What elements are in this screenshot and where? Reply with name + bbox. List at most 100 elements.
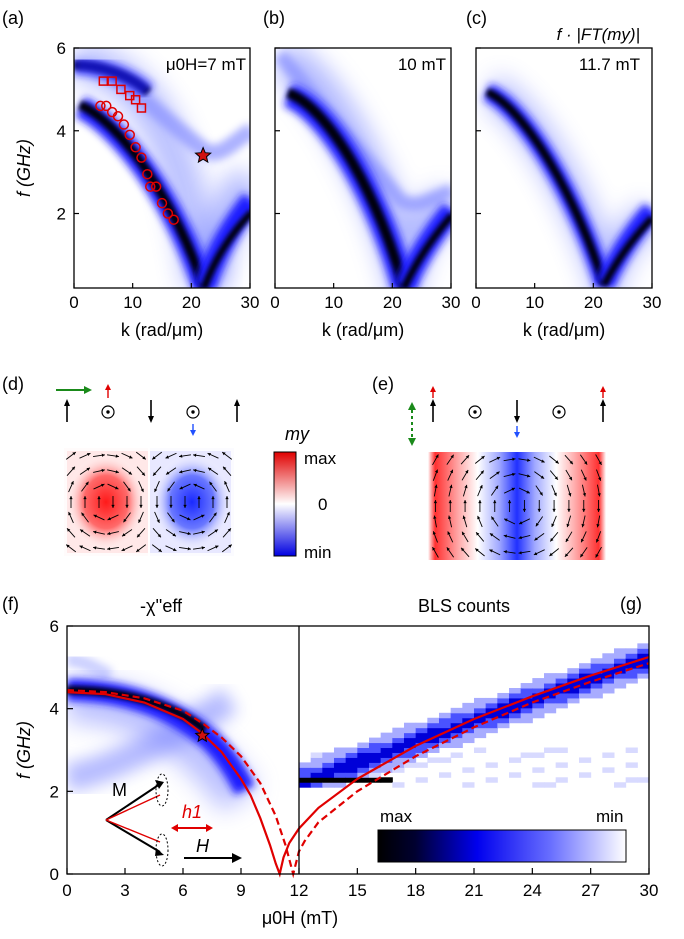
vector-arrow-head: [526, 490, 530, 494]
bls-pixel: [555, 692, 568, 699]
bls-pixel: [322, 767, 335, 773]
x-tick-label: 10: [525, 293, 544, 312]
bls-pixel: [427, 722, 440, 729]
x-tick-label: 0: [69, 293, 78, 312]
bls-pixel: [462, 782, 475, 788]
y-tick-label: 2: [57, 205, 66, 224]
bls-pixel: [544, 678, 557, 684]
bls-pixel: [357, 757, 370, 763]
bls-pixel: [380, 747, 393, 753]
bls-pixel: [532, 683, 545, 689]
vector-arrow-head: [79, 545, 84, 549]
vector-arrow-head: [158, 548, 162, 552]
vector-arrow-head: [123, 518, 127, 523]
vector-arrow-head: [479, 485, 483, 489]
vector-arrow-head: [449, 484, 453, 489]
bls-pixel: [299, 767, 312, 773]
bls-pixel: [462, 722, 475, 729]
vector-arrow-head: [137, 533, 141, 538]
bls-pixel: [392, 757, 405, 763]
bls-pixel: [357, 762, 370, 768]
vector-arrow-head: [512, 457, 516, 461]
panel-b-x-axis-label: k (rad/μm): [322, 320, 404, 340]
bls-pixel: [579, 688, 592, 694]
vector-arrow-head: [462, 515, 466, 520]
bls-pixel: [415, 727, 428, 734]
y-tick-label: 4: [50, 700, 59, 719]
vector-arrow-head: [447, 531, 451, 535]
vector-arrow-head: [581, 523, 585, 528]
bls-pixel: [322, 772, 335, 778]
panel-a-field-label: μ0H=7 mT: [166, 55, 246, 74]
bls-pixel: [532, 678, 545, 684]
bls-pixel: [369, 757, 382, 763]
bls-pixel: [579, 678, 592, 684]
bls-pixel: [520, 692, 533, 699]
vector-arrow-head: [533, 552, 538, 556]
vector-arrow-head: [569, 460, 573, 465]
vector-arrow-head: [228, 544, 232, 548]
bls-pixel: [532, 752, 545, 758]
vector-arrow-head: [125, 504, 129, 508]
data-circle-marker: [145, 181, 156, 192]
bls-pixel: [485, 727, 498, 734]
vector-arrow-head: [496, 456, 501, 460]
bls-pixel: [427, 742, 440, 749]
bls-pixel: [474, 717, 487, 724]
bls-pixel: [404, 757, 417, 763]
my-colorbar: my max 0 min: [273, 424, 337, 562]
vector-arrow-head: [597, 493, 601, 497]
bls-pixel: [415, 747, 428, 753]
vector-arrow-head: [565, 538, 569, 543]
bls-pixel: [369, 742, 382, 749]
vector-arrow-head: [122, 533, 126, 537]
bls-pixel: [415, 722, 428, 729]
vector-arrow-head: [67, 528, 71, 532]
bls-pixel: [637, 653, 649, 659]
bls-pixel: [462, 707, 475, 714]
vector-arrow-head: [214, 545, 219, 549]
vector-arrow-head: [107, 547, 111, 551]
bls-pixel: [590, 673, 603, 679]
vector-arrow-head: [526, 474, 531, 478]
bls-pixel: [450, 717, 463, 724]
data-circle-marker: [162, 208, 174, 219]
vector-arrow-head: [465, 469, 469, 474]
vector-arrow-head: [223, 466, 227, 471]
bls-pixel: [602, 658, 615, 664]
bls-pixel: [520, 683, 533, 689]
vector-arrow-head: [433, 500, 438, 504]
vector-arrow-head: [224, 481, 228, 485]
panel-f-label: (f): [2, 594, 19, 614]
theory-curves: [66, 655, 650, 879]
vector-arrow-head: [68, 511, 72, 516]
vector-arrow-head: [554, 476, 558, 480]
vector-arrow-head: [541, 459, 545, 463]
bls-pixel: [509, 772, 522, 778]
bls-pixel: [334, 777, 347, 783]
x-tick-label: 12: [290, 881, 309, 900]
bls-pixel: [334, 747, 347, 753]
panel-a-markers: [95, 76, 212, 225]
vector-arrow-head: [71, 466, 75, 471]
panel-a-heatmap: [74, 48, 250, 288]
vector-arrow-head: [172, 547, 177, 552]
bls-pixel: [345, 777, 358, 783]
bls-pixel: [310, 777, 323, 783]
vector-arrow-head: [100, 483, 105, 487]
bls-pixel: [310, 772, 323, 778]
bls-pixel: [555, 678, 568, 684]
vector-arrow-head: [101, 453, 105, 457]
vector-arrow-head: [489, 533, 494, 537]
vector-arrow-head: [226, 511, 230, 516]
vector-arrow-head: [69, 496, 73, 500]
vector-arrow-head: [142, 456, 146, 460]
vector-arrow-head: [179, 470, 183, 474]
vector-arrow-head: [140, 488, 144, 493]
bls-pixel: [520, 688, 533, 694]
bls-pixel: [369, 762, 382, 768]
bls-pixel: [474, 727, 487, 734]
bls-pixel: [462, 732, 475, 739]
vector-arrow-head: [72, 452, 76, 456]
vector-arrow-head: [511, 487, 515, 491]
